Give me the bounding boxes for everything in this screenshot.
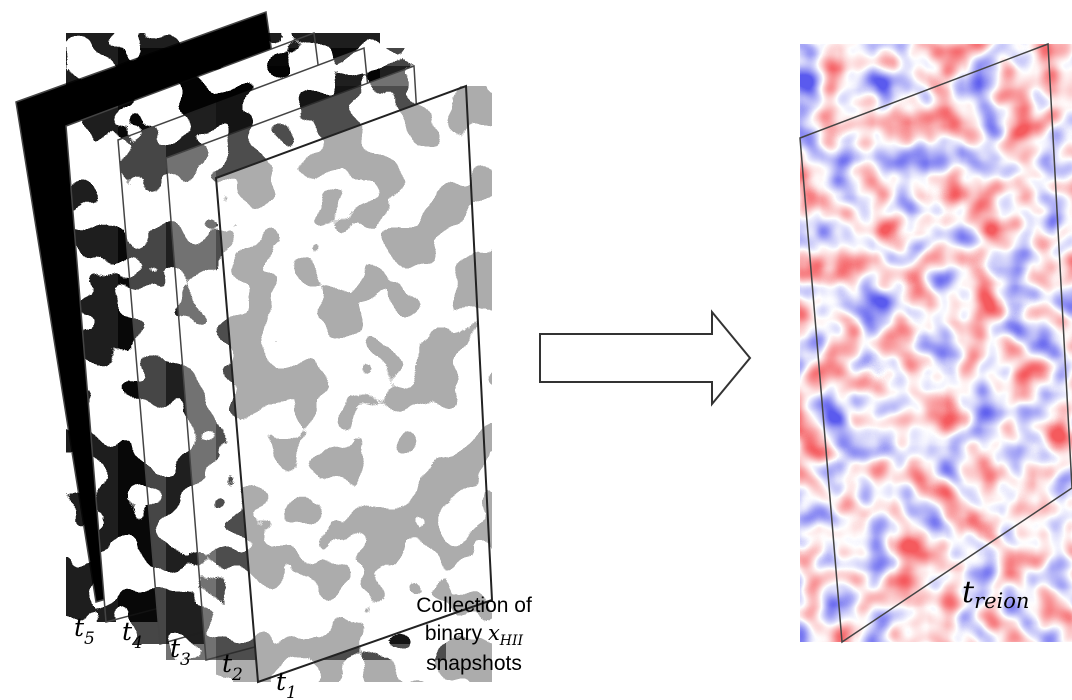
treion-label: treion [962,575,1029,613]
caption-line-2: binary xHII [425,621,524,649]
label-t3: t3 [170,634,191,670]
label-t4: t4 [122,617,143,653]
snapshot-labels: t5 t4 t3 t2 t1 [74,613,297,700]
snapshot-stack [15,10,494,684]
caption-line-3: snapshots [426,652,522,675]
label-t2: t2 [222,649,243,685]
label-t5: t5 [74,613,95,649]
treion-map [799,42,1072,644]
snapshot-t1 [214,84,494,684]
caption-line-1: Collection of [416,594,532,617]
label-t1: t1 [276,667,297,700]
right-arrow-icon [539,309,752,407]
snapshots-caption: Collection of binary xHII snapshots [416,594,532,675]
